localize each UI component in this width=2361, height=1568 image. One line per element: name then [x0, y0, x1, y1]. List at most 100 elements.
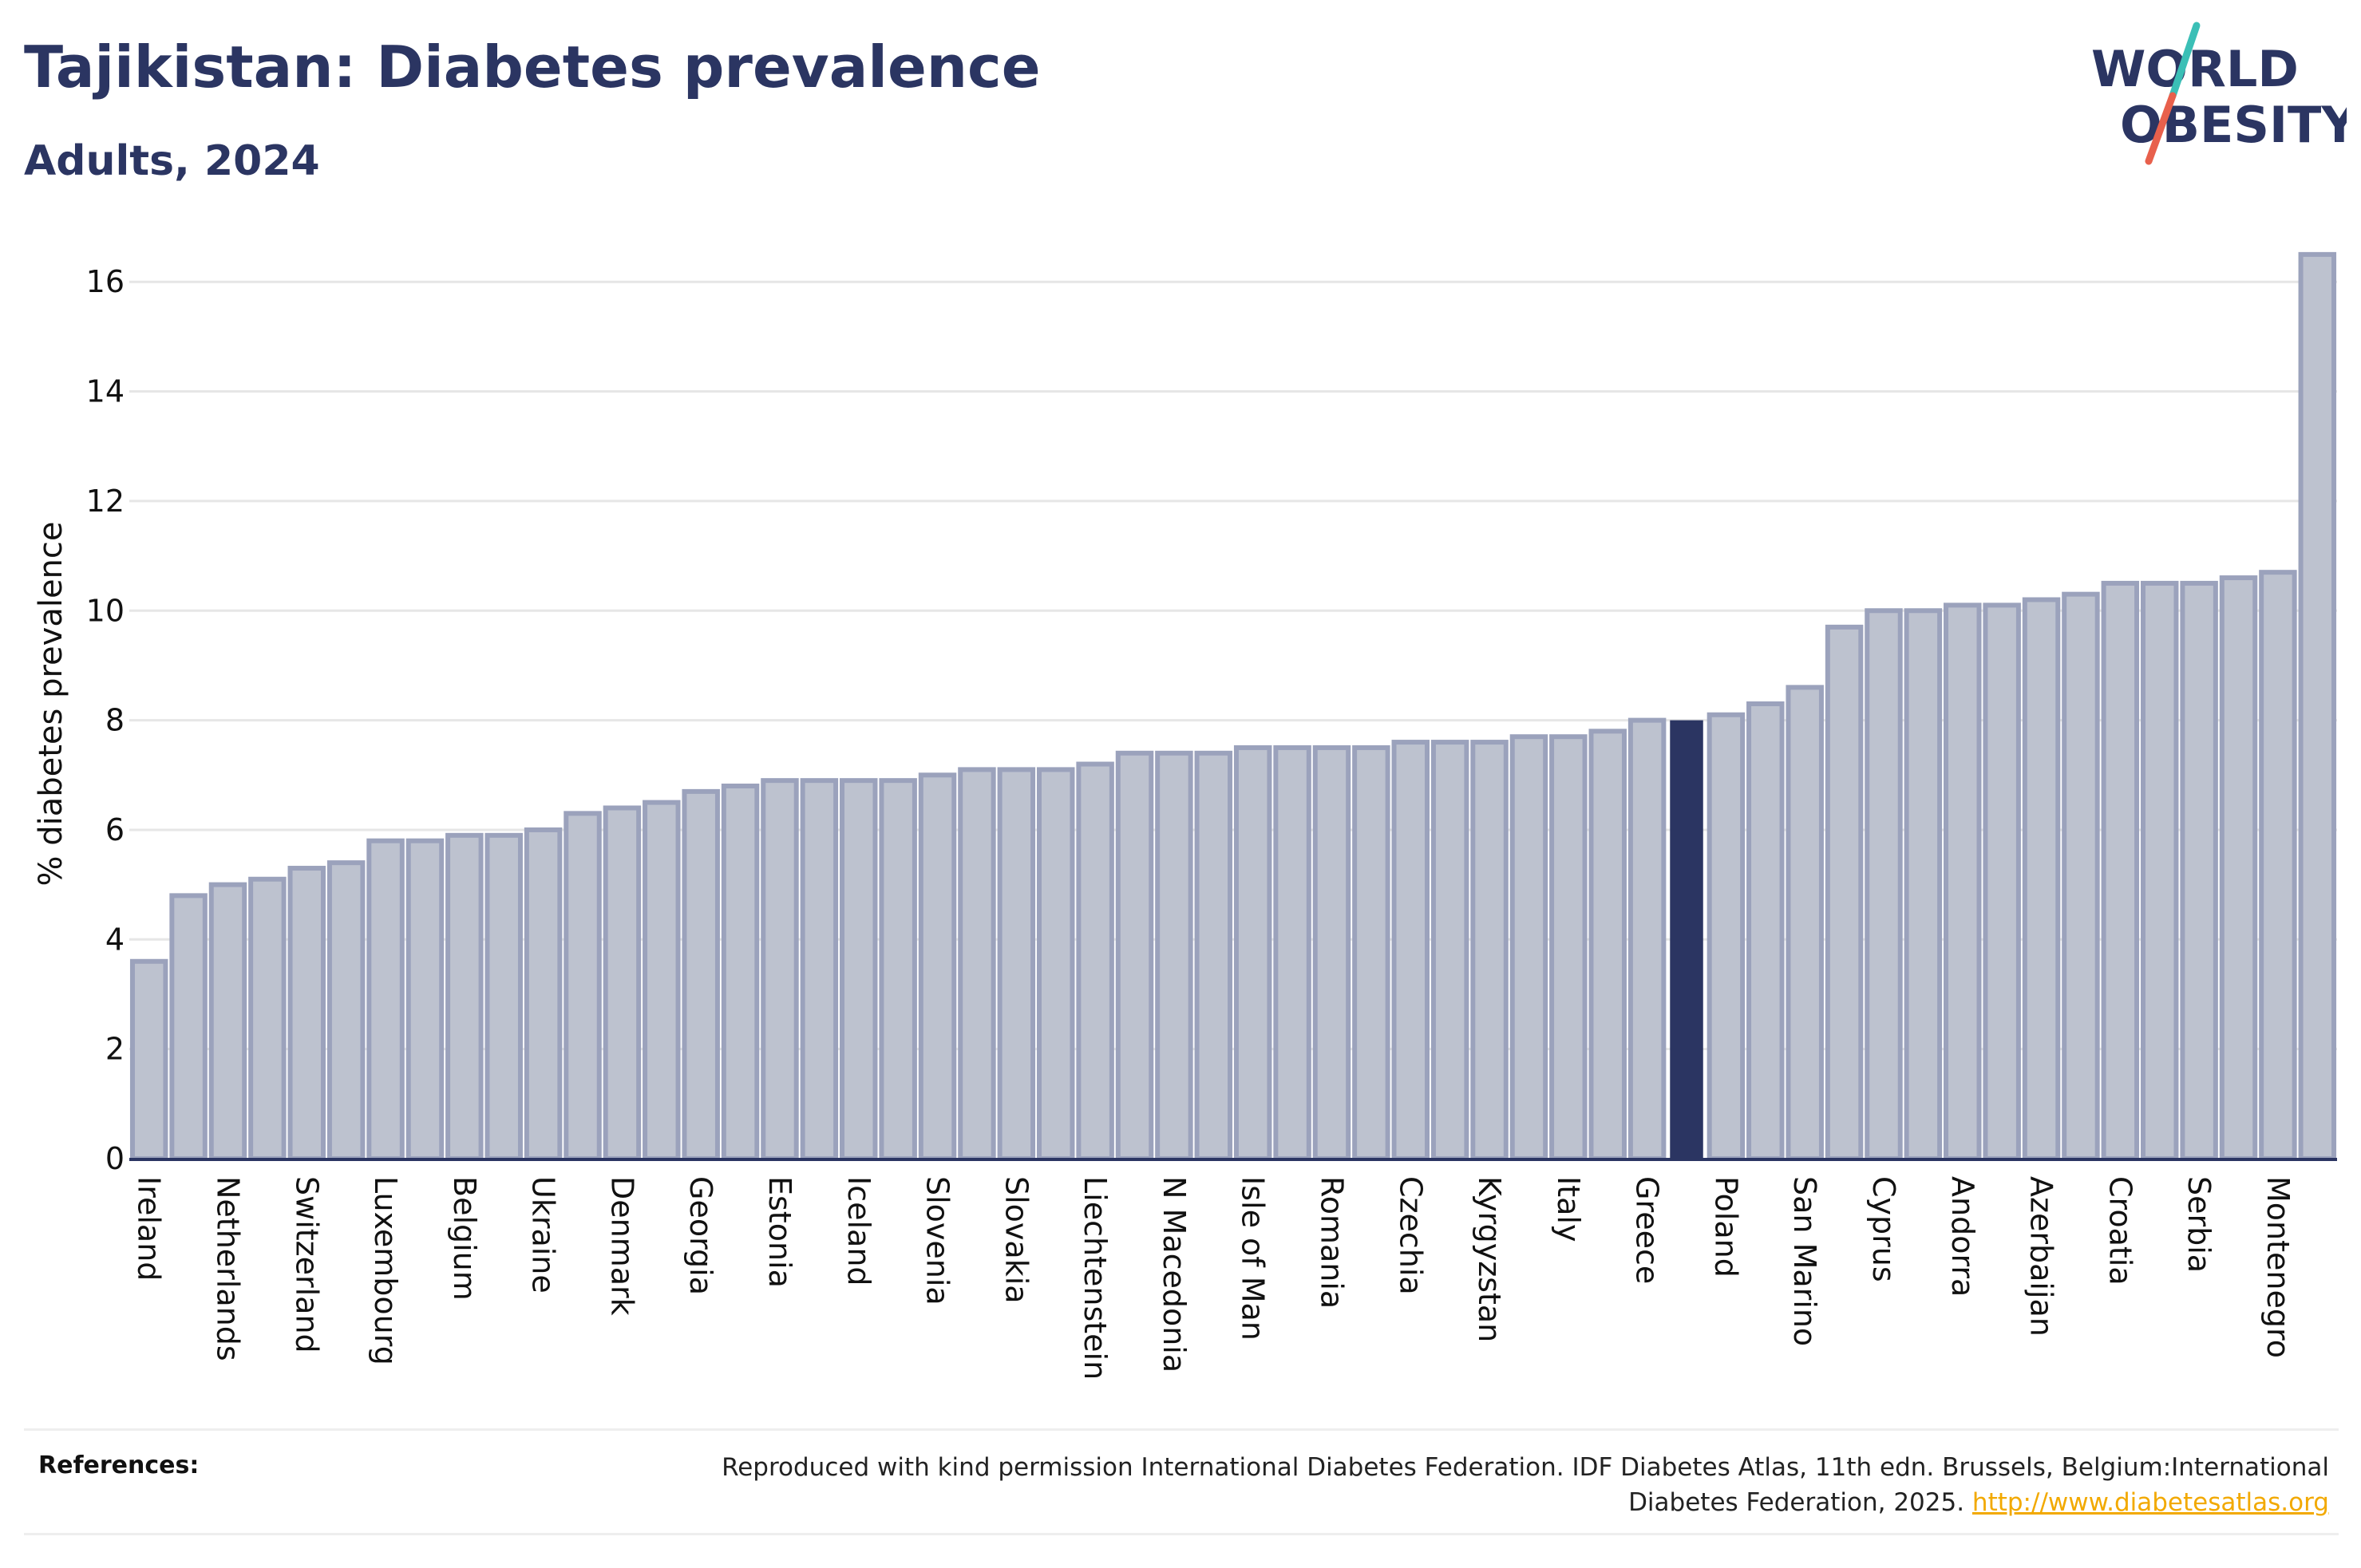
y-tick-label: 10: [86, 593, 125, 628]
bar: [1233, 745, 1272, 1161]
bar: [1273, 745, 1311, 1161]
bar: [1194, 750, 1233, 1162]
y-tick-label: 6: [105, 812, 125, 847]
y-tick-label: 8: [105, 703, 125, 738]
bar: [1825, 624, 1864, 1161]
x-tick-label: Croatia: [2102, 1176, 2138, 1286]
x-tick-label: Serbia: [2181, 1176, 2217, 1273]
bar: [1786, 685, 1824, 1161]
y-axis-label: % diabetes prevalence: [33, 521, 69, 886]
bar: [1509, 734, 1548, 1161]
bar: [1865, 608, 1903, 1161]
bar: [248, 876, 287, 1161]
bar: [1115, 750, 1154, 1162]
y-tick-labels: 0 2 4 6 8 10 12 14 16: [86, 264, 125, 1176]
bar: [603, 805, 642, 1161]
bar: [1352, 745, 1390, 1161]
bar: [721, 784, 760, 1161]
bar: [1627, 717, 1667, 1161]
bar: [682, 788, 720, 1161]
references-text: Reproduced with kind permission Internat…: [653, 1450, 2329, 1520]
bar: [918, 772, 957, 1161]
x-tick-label: Georgia: [683, 1176, 718, 1295]
bar: [445, 832, 484, 1162]
bar: [1036, 767, 1075, 1162]
bar: [997, 767, 1036, 1162]
bar: [800, 778, 839, 1161]
bar: [1983, 602, 2021, 1161]
x-tick-label: N Macedonia: [1157, 1176, 1192, 1372]
x-tick-label: Andorra: [1945, 1176, 1980, 1297]
bar: [2140, 580, 2179, 1161]
x-tick-label: Czechia: [1393, 1176, 1428, 1295]
y-tick-label: 12: [86, 484, 125, 519]
x-tick-label: Isle of Man: [1236, 1176, 1271, 1341]
x-tick-label: Slovakia: [999, 1176, 1034, 1304]
references-citation: Reproduced with kind permission Internat…: [722, 1453, 2329, 1517]
bar: [1391, 740, 1430, 1161]
x-tick-labels: Ireland Netherlands Switzerland Luxembourg B…: [132, 1176, 2296, 1380]
bar: [1076, 761, 1114, 1161]
bar-highlight: [1670, 720, 1703, 1159]
bar: [2101, 580, 2140, 1161]
bar: [1549, 734, 1588, 1161]
bar: [564, 811, 602, 1162]
bar: [405, 838, 445, 1162]
x-tick-label: Liechtenstein: [1078, 1176, 1113, 1380]
bar: [2022, 597, 2061, 1161]
references-link[interactable]: http://www.diabetesatlas.org: [1971, 1488, 2329, 1517]
logo-slash-coral: [2145, 92, 2177, 165]
bar: [761, 778, 799, 1161]
bar: [1588, 729, 1627, 1161]
x-tick-label: Poland: [1708, 1176, 1743, 1278]
bar: [366, 838, 405, 1162]
bar: [1746, 701, 1785, 1161]
x-tick-label: Romania: [1314, 1176, 1349, 1309]
bar: [524, 827, 563, 1161]
x-tick-label: Switzerland: [289, 1176, 324, 1353]
y-tick-label: 14: [86, 374, 125, 409]
bar: [2259, 570, 2297, 1161]
world-obesity-logo: WORLD OBESITY: [2091, 22, 2347, 165]
y-tick-label: 16: [86, 264, 125, 299]
logo-line1: WORLD: [2091, 40, 2299, 98]
bar: [1312, 745, 1351, 1161]
page-subtitle: Adults, 2024: [24, 137, 320, 185]
bar: [1706, 712, 1746, 1161]
page-title: Tajikistan: Diabetes prevalence: [24, 34, 1041, 101]
bar: [1155, 750, 1193, 1162]
bar: [169, 893, 208, 1161]
bar-chart: 0 2 4 6 8 10 12 14 16 Ireland Netherlands Switzerl…: [33, 251, 2337, 1380]
x-tick-label: Netherlands: [210, 1176, 245, 1361]
bar: [2062, 591, 2100, 1161]
bar: [1430, 740, 1469, 1161]
bar: [2298, 251, 2337, 1162]
references-label: References:: [38, 1451, 200, 1479]
bar: [1904, 608, 1943, 1161]
bar: [879, 778, 917, 1161]
x-tick-label: Montenegro: [2260, 1176, 2296, 1358]
x-tick-label: Luxembourg: [368, 1176, 403, 1365]
x-tick-label: Denmark: [604, 1176, 639, 1316]
x-tick-label: Italy: [1551, 1176, 1586, 1242]
bar: [287, 866, 326, 1161]
bar: [208, 882, 247, 1161]
x-tick-label: Slovenia: [920, 1176, 955, 1305]
bar: [958, 767, 996, 1162]
x-tick-label: Cyprus: [1866, 1176, 1901, 1282]
x-tick-label: Kyrgyzstan: [1472, 1176, 1507, 1342]
y-tick-label: 0: [105, 1141, 125, 1176]
x-tick-label: Ireland: [132, 1176, 167, 1281]
bar: [643, 800, 681, 1161]
x-tick-label: San Marino: [1787, 1176, 1822, 1346]
x-tick-label: Azerbaijan: [2024, 1176, 2059, 1337]
bar: [840, 778, 878, 1161]
bar: [129, 958, 168, 1162]
x-tick-label: Greece: [1630, 1176, 1665, 1284]
bar: [2219, 575, 2258, 1161]
bar: [326, 860, 366, 1161]
references-panel: References: Reproduced with kind permiss…: [24, 1428, 2339, 1535]
y-tick-label: 2: [105, 1032, 125, 1067]
x-tick-label: Belgium: [447, 1176, 482, 1301]
x-tick-label: Estonia: [762, 1176, 797, 1288]
